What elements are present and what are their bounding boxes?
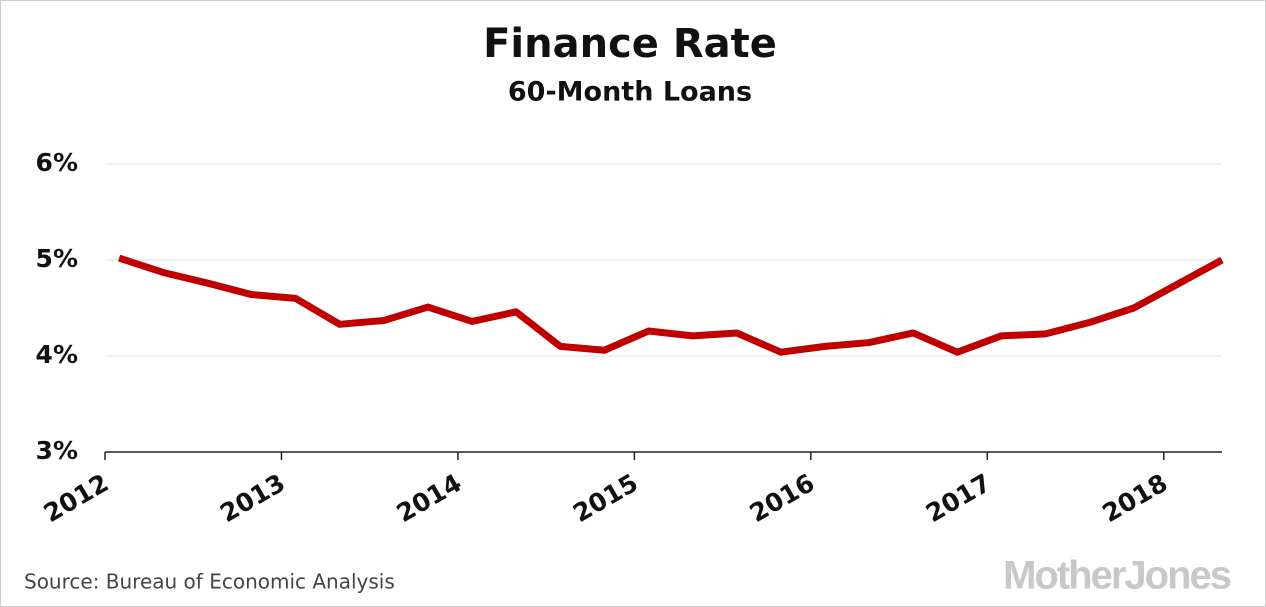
line-series (118, 254, 1224, 356)
y-tick-label: 6% (36, 148, 78, 177)
y-tick-label: 3% (36, 436, 78, 465)
y-tick-label: 5% (36, 244, 78, 273)
logo: MotherJones (1003, 554, 1231, 598)
chart-subtitle: 60-Month Loans (508, 77, 752, 108)
source: Source: Bureau of Economic Analysis (24, 570, 395, 594)
chart-title: Finance Rate (483, 21, 777, 67)
y-tick-label: 4% (36, 340, 78, 369)
